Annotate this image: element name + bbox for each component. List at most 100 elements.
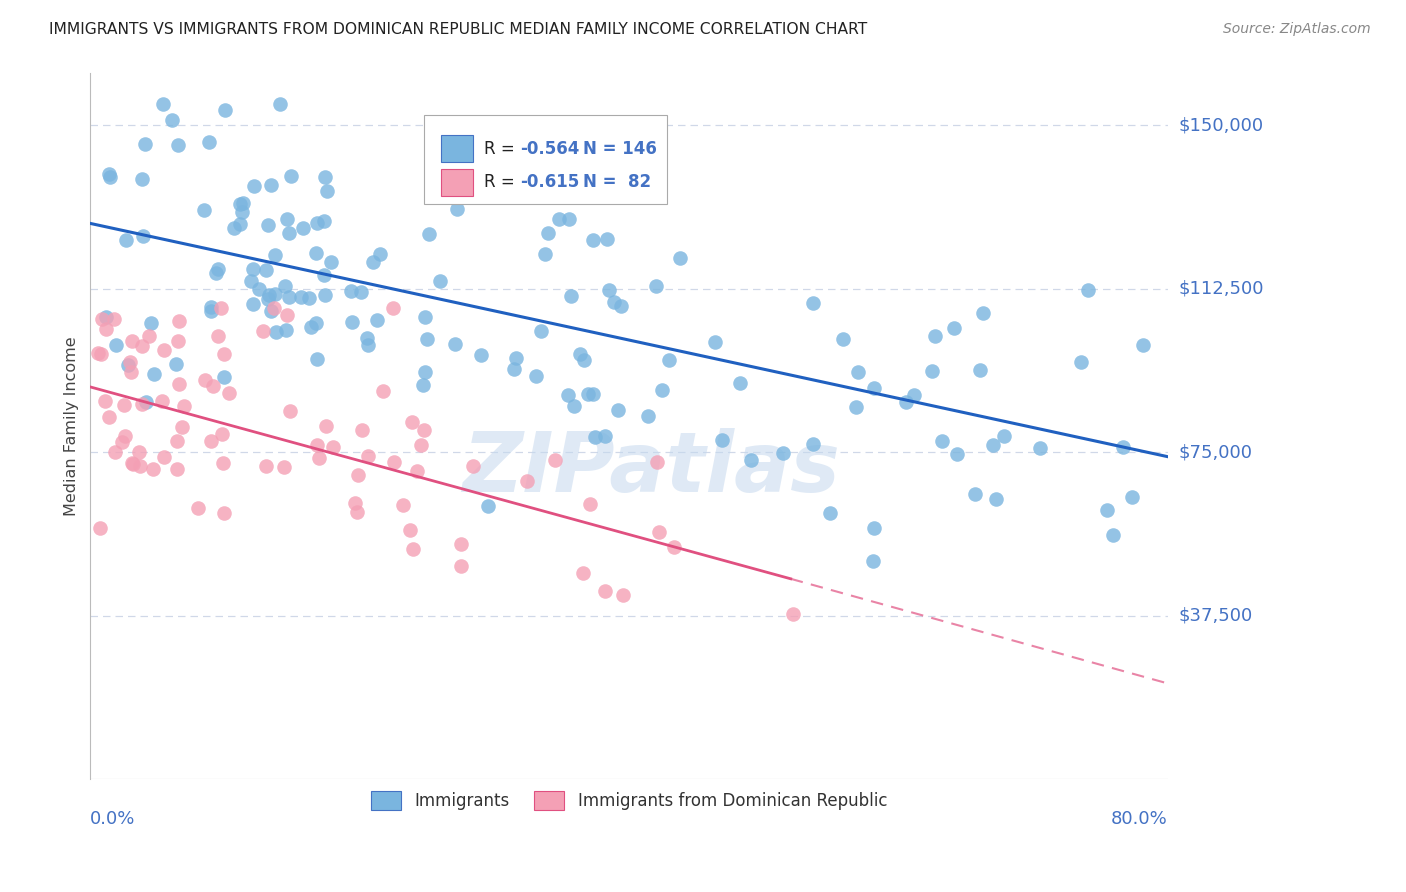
Point — [863, 381, 886, 395]
Text: N =  82: N = 82 — [582, 173, 651, 192]
Point — [986, 492, 1008, 507]
FancyBboxPatch shape — [425, 115, 666, 203]
Point — [278, 290, 301, 304]
Point — [894, 395, 917, 409]
Point — [993, 428, 1015, 442]
Point — [350, 423, 373, 437]
Point — [305, 216, 328, 230]
Point — [534, 247, 557, 261]
Point — [568, 347, 591, 361]
FancyBboxPatch shape — [440, 136, 472, 162]
Point — [211, 456, 233, 470]
Point — [135, 395, 157, 409]
Point — [211, 426, 233, 441]
Point — [98, 167, 121, 181]
Point — [931, 434, 953, 448]
Text: -0.564: -0.564 — [520, 139, 579, 158]
Point — [651, 384, 673, 398]
Point — [314, 287, 336, 301]
Point — [863, 521, 886, 535]
Point — [111, 434, 134, 449]
Point — [298, 291, 321, 305]
Point — [560, 289, 582, 303]
Text: $75,000: $75,000 — [1180, 443, 1253, 461]
Point — [131, 397, 153, 411]
Point — [134, 137, 156, 152]
Text: Source: ZipAtlas.com: Source: ZipAtlas.com — [1223, 22, 1371, 37]
Point — [305, 438, 328, 452]
Point — [450, 537, 472, 551]
Point — [201, 378, 224, 392]
Text: ZIPatlas: ZIPatlas — [461, 428, 839, 509]
Point — [322, 440, 344, 454]
Point — [921, 364, 943, 378]
Point — [363, 254, 385, 268]
Point — [314, 170, 336, 185]
Point — [269, 96, 291, 111]
Point — [548, 211, 571, 226]
Point — [239, 273, 262, 287]
Point — [290, 290, 312, 304]
Legend: Immigrants, Immigrants from Dominican Republic: Immigrants, Immigrants from Dominican Re… — [364, 784, 894, 817]
Point — [401, 415, 423, 429]
Point — [505, 351, 527, 365]
Point — [315, 419, 337, 434]
Point — [280, 169, 302, 184]
Point — [94, 310, 117, 325]
Point — [138, 328, 160, 343]
Point — [212, 347, 235, 361]
Point — [596, 232, 619, 246]
Point — [89, 521, 111, 535]
Point — [160, 112, 183, 127]
Point — [278, 226, 301, 240]
Point — [832, 332, 855, 346]
FancyBboxPatch shape — [440, 169, 472, 196]
Point — [252, 324, 274, 338]
Point — [166, 434, 188, 449]
Point — [582, 233, 605, 247]
Point — [274, 323, 297, 337]
Point — [263, 301, 285, 316]
Point — [981, 438, 1004, 452]
Point — [342, 314, 364, 328]
Point — [648, 524, 671, 539]
Point — [1070, 355, 1092, 369]
Point — [544, 452, 567, 467]
Point — [429, 273, 451, 287]
Text: $37,500: $37,500 — [1180, 607, 1253, 625]
Point — [562, 399, 585, 413]
Point — [278, 404, 301, 418]
Text: R =: R = — [484, 139, 520, 158]
Point — [583, 430, 606, 444]
Point — [229, 196, 252, 211]
Point — [406, 464, 429, 478]
Point — [150, 394, 173, 409]
Point — [347, 467, 370, 482]
Point — [170, 420, 193, 434]
Point — [299, 320, 322, 334]
Point — [502, 362, 524, 376]
Point — [612, 589, 634, 603]
Point — [117, 358, 139, 372]
Point — [848, 365, 870, 379]
Point — [703, 335, 725, 350]
Point — [97, 409, 120, 424]
Point — [658, 353, 681, 368]
Point — [257, 218, 280, 232]
Text: $150,000: $150,000 — [1180, 116, 1264, 135]
Point — [193, 203, 215, 218]
Point — [1097, 503, 1119, 517]
Point — [530, 324, 553, 338]
Point — [1101, 527, 1123, 541]
Point — [603, 295, 626, 310]
Point — [582, 387, 605, 401]
Point — [572, 352, 595, 367]
Point — [409, 438, 432, 452]
Point — [595, 429, 617, 443]
Point — [598, 284, 620, 298]
Point — [572, 566, 595, 580]
Point — [662, 541, 685, 555]
Point — [120, 355, 142, 369]
Point — [276, 211, 298, 226]
Text: 0.0%: 0.0% — [90, 810, 136, 828]
